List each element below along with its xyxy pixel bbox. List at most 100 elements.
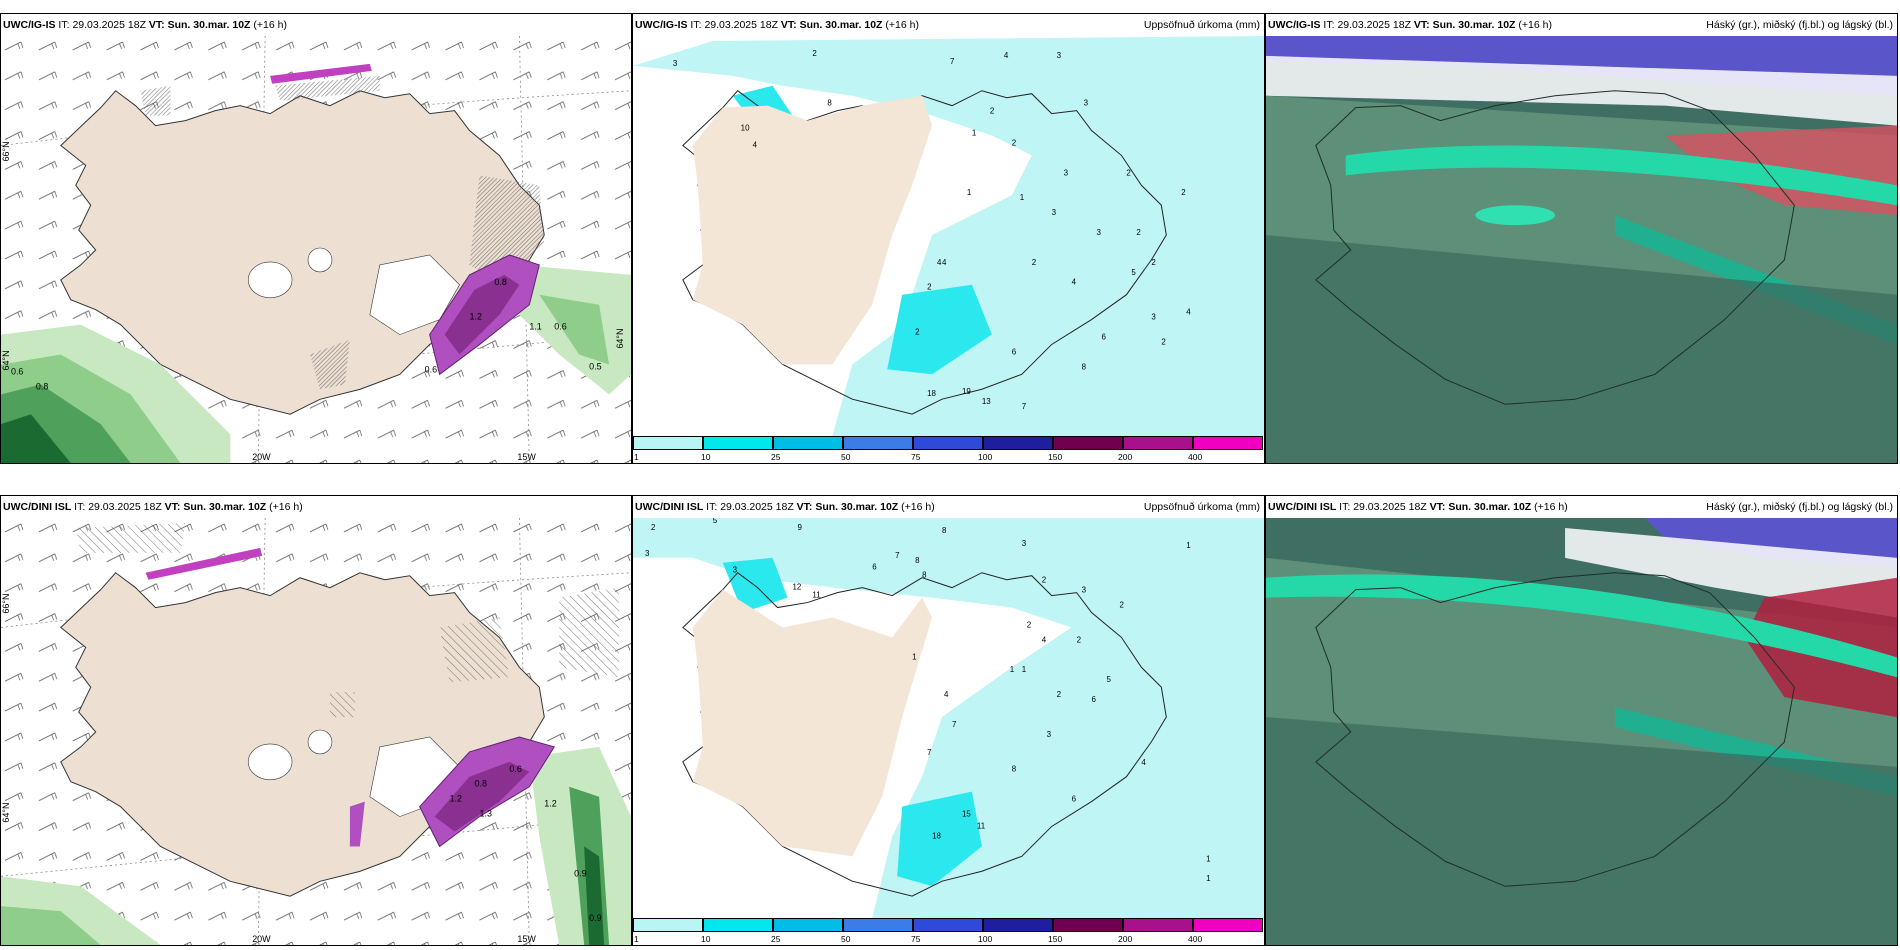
valid-prefix: VT: xyxy=(780,19,797,31)
snow-label: 1.2 xyxy=(450,794,462,804)
panel-header: UWC/IG-IS IT: 29.03.2025 18Z VT: Sun. 30… xyxy=(1,14,631,36)
precip-label: 18 xyxy=(932,831,941,840)
wind-snow-map[interactable]: 0.6 0.5 0.8 0.6 0.8 1.1 1.2 0.6 66°N 64°… xyxy=(1,36,631,463)
valid-prefix: VT: xyxy=(796,501,813,513)
dry-land xyxy=(692,589,933,857)
precip-label: 4 xyxy=(1141,758,1146,767)
lat-label-66: 66°N xyxy=(1,594,11,614)
panel-precip-dini: UWC/DINI ISL IT: 29.03.2025 18Z VT: Sun.… xyxy=(632,495,1265,946)
precip-label: 3 xyxy=(1082,586,1087,595)
hatched-areas xyxy=(75,522,620,718)
hatched-areas xyxy=(140,75,545,390)
precip-label: 6 xyxy=(1012,347,1017,356)
issue-time: 29.03.2025 18Z xyxy=(704,19,778,31)
valid-prefix: VT: xyxy=(164,501,181,513)
lead-time: (+16 h) xyxy=(1534,501,1568,513)
wind-snow-map-canvas: 0.9 0.9 1.2 0.8 1.2 1.3 0.6 66°N 64°N 20… xyxy=(1,518,631,945)
precip-label: 4 xyxy=(1042,635,1047,644)
precip-label: 2 xyxy=(1161,337,1166,346)
colorbar-tick: 25 xyxy=(771,934,781,944)
precip-label: 11 xyxy=(812,591,821,600)
snow-labels: 0.6 0.5 0.8 0.6 0.8 1.1 1.2 0.6 xyxy=(11,277,602,392)
precip-map-canvas: 3 2 7 4 3 8 10 4 2 3 3 2 1 2 3 3 2 1 1 4 xyxy=(633,36,1264,436)
precip-label: 2 xyxy=(1057,690,1062,699)
lon-label-15: 15W xyxy=(517,934,536,944)
precip-map[interactable]: 2 5 9 3 3 8 8 12 6 7 8 11 3 2 3 2 2 1 1 … xyxy=(633,518,1264,918)
colorbar-swatch xyxy=(983,436,1053,450)
precip-max-area xyxy=(887,284,992,375)
panel-precip-igis: UWC/IG-IS IT: 29.03.2025 18Z VT: Sun. 30… xyxy=(632,13,1265,464)
wind-snow-map[interactable]: 0.9 0.9 1.2 0.8 1.2 1.3 0.6 66°N 64°N 20… xyxy=(1,518,631,945)
precip-label: 5 xyxy=(1106,675,1111,684)
snow-label: 1.1 xyxy=(529,322,541,332)
iceland-outline xyxy=(1315,90,1795,405)
colorbar-swatch xyxy=(633,918,703,932)
colorbar-swatch xyxy=(1053,918,1123,932)
precip-label: 12 xyxy=(792,583,801,592)
precip-label: 3 xyxy=(1084,99,1089,108)
colorbar-swatch xyxy=(913,918,983,932)
precip-light-area xyxy=(633,518,1264,918)
precip-label: 3 xyxy=(645,549,650,558)
snowfall-green-shading xyxy=(1,264,631,463)
precip-label: 3 xyxy=(1047,730,1052,739)
snow-label: 1.3 xyxy=(479,809,491,819)
issue-time: 29.03.2025 18Z xyxy=(72,19,146,31)
valid-prefix: VT: xyxy=(1429,501,1446,513)
precip-label: 13 xyxy=(982,397,991,406)
colorbar-tick: 1 xyxy=(634,934,639,944)
issue-prefix: IT: xyxy=(74,501,86,513)
snow-label: 0.6 xyxy=(554,322,566,332)
panel-clouds-igis: UWC/IG-IS IT: 29.03.2025 18Z VT: Sun. 30… xyxy=(1265,13,1898,464)
cloud-map[interactable] xyxy=(1266,36,1897,463)
colorbar-tick: 100 xyxy=(978,934,993,944)
cloud-map[interactable] xyxy=(1266,518,1897,945)
precip-max-area xyxy=(897,791,982,887)
iceland-outline xyxy=(1315,572,1795,887)
precip-label: 9 xyxy=(797,523,802,532)
green-band xyxy=(1266,574,1897,678)
low-cloud-area xyxy=(1266,717,1897,945)
colorbar-tick: 25 xyxy=(771,452,781,462)
issue-prefix: IT: xyxy=(58,19,70,31)
issue-prefix: IT: xyxy=(706,501,718,513)
valid-prefix: VT: xyxy=(1413,19,1430,31)
precip-label: 1 xyxy=(967,188,972,197)
colorbar-tick: 50 xyxy=(841,934,851,944)
precip-label: 2 xyxy=(1032,258,1037,267)
precip-label: 5 xyxy=(713,518,718,525)
panel-header: UWC/DINI ISL IT: 29.03.2025 18Z VT: Sun.… xyxy=(633,496,1264,518)
colorbar-swatch xyxy=(843,436,913,450)
precip-label: 2 xyxy=(1151,258,1156,267)
colorbar-swatch xyxy=(1053,436,1123,450)
wind-snow-map-canvas: 0.6 0.5 0.8 0.6 0.8 1.1 1.2 0.6 66°N 64°… xyxy=(1,36,631,463)
snow-label: 0.8 xyxy=(36,381,48,391)
precip-label: 1 xyxy=(1206,854,1211,863)
snow-label: 0.8 xyxy=(474,779,486,789)
panel-header: UWC/DINI ISL IT: 29.03.2025 18Z VT: Sun.… xyxy=(1,496,631,518)
colorbar-swatch xyxy=(773,436,843,450)
panel-wind-snow-dini: UWC/DINI ISL IT: 29.03.2025 18Z VT: Sun.… xyxy=(0,495,632,946)
precip-label: 3 xyxy=(1097,228,1102,237)
precip-label: 7 xyxy=(895,551,900,560)
lead-time: (+16 h) xyxy=(253,19,287,31)
colorbar-tick: 1 xyxy=(634,452,639,462)
issue-prefix: IT: xyxy=(1339,501,1351,513)
colorbar-swatch xyxy=(703,436,773,450)
snowfall-green-shading xyxy=(1,746,631,945)
snow-label: 0.9 xyxy=(589,913,601,923)
precip-colorbar: 1 10 25 50 75 100 150 200 400 xyxy=(633,918,1264,945)
colorbar-swatch xyxy=(913,436,983,450)
issue-time: 29.03.2025 18Z xyxy=(1353,501,1427,513)
precip-label: 3 xyxy=(1022,539,1027,548)
precip-label: 4 xyxy=(944,690,949,699)
lat-label-64-right: 64°N xyxy=(615,329,625,349)
panel-header: UWC/DINI ISL IT: 29.03.2025 18Z VT: Sun.… xyxy=(1266,496,1897,518)
precip-map[interactable]: 3 2 7 4 3 8 10 4 2 3 3 2 1 2 3 3 2 1 1 4 xyxy=(633,36,1264,436)
precip-label: 4 xyxy=(753,140,758,149)
precip-label: 8 xyxy=(827,99,832,108)
dry-land xyxy=(692,95,933,365)
precip-label: 2 xyxy=(1119,601,1124,610)
colorbar-tick: 150 xyxy=(1048,452,1063,462)
colorbar-tick: 75 xyxy=(911,934,921,944)
